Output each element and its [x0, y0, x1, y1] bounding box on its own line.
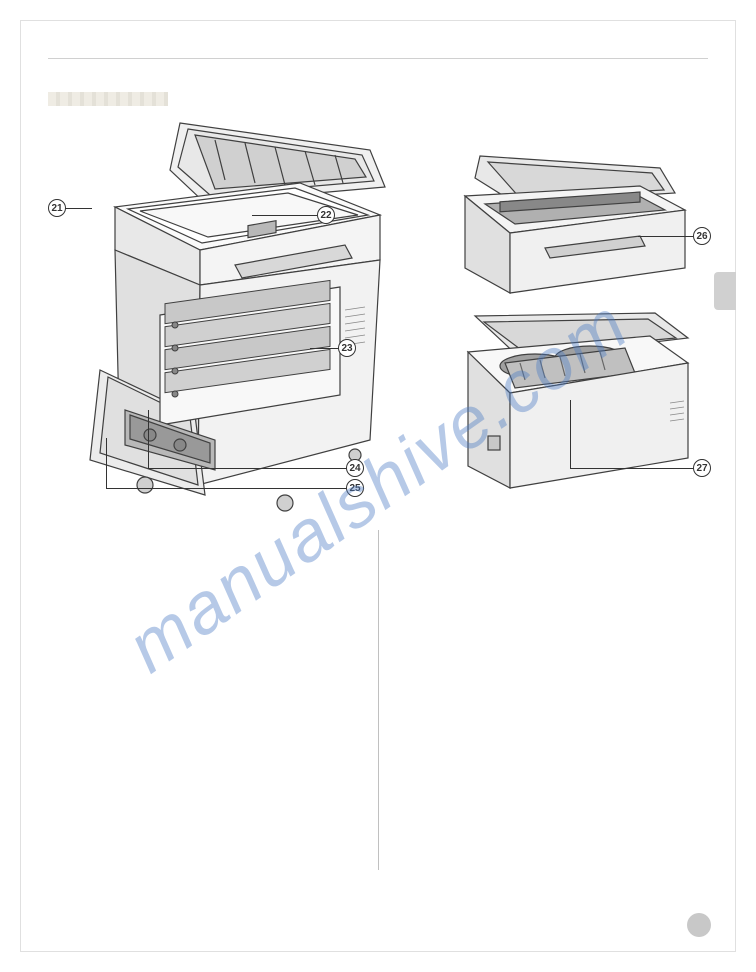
callout-22: 22 — [317, 206, 335, 224]
callout-line-24 — [148, 468, 348, 469]
callout-line-22 — [252, 215, 317, 216]
header-rule — [48, 58, 708, 59]
callout-line-23 — [310, 348, 340, 349]
callout-24: 24 — [346, 459, 364, 477]
page-number-dot — [687, 913, 711, 937]
callout-line-27 — [570, 468, 694, 469]
callout-23: 23 — [338, 339, 356, 357]
callout-line-21 — [64, 208, 92, 209]
callout-label: 25 — [349, 483, 360, 494]
top-right-printer-illustration — [440, 148, 700, 298]
callout-label: 21 — [51, 203, 62, 214]
callout-label: 23 — [341, 343, 352, 354]
main-printer-illustration — [70, 115, 410, 515]
callout-line-25 — [106, 488, 348, 489]
callout-line-27v — [570, 400, 571, 468]
callout-21: 21 — [48, 199, 66, 217]
callout-line-26 — [638, 236, 693, 237]
callout-label: 22 — [320, 210, 331, 221]
callout-label: 27 — [696, 463, 707, 474]
callout-line-24v — [148, 410, 149, 468]
callout-label: 26 — [696, 231, 707, 242]
callout-27: 27 — [693, 459, 711, 477]
callout-label: 24 — [349, 463, 360, 474]
section-decorative-band — [48, 92, 168, 106]
column-divider — [378, 530, 379, 870]
chapter-tab — [714, 272, 736, 310]
callout-26: 26 — [693, 227, 711, 245]
callout-25: 25 — [346, 479, 364, 497]
callout-line-25v — [106, 438, 107, 488]
